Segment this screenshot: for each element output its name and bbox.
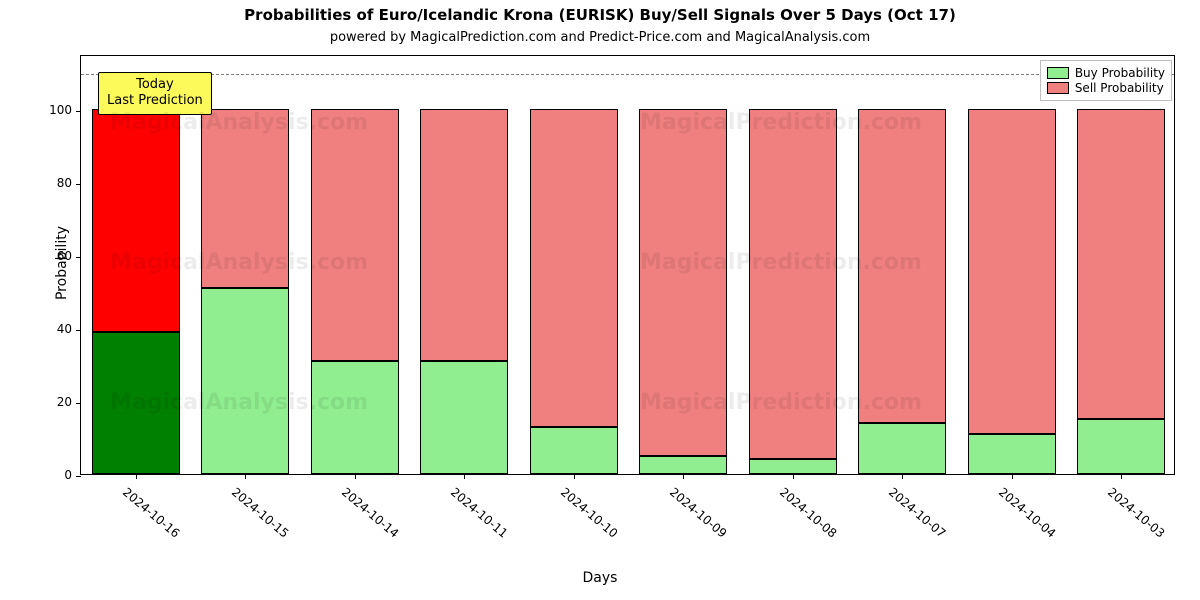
xtick-label: 2024-10-14 bbox=[339, 485, 401, 541]
bar-sell bbox=[92, 109, 180, 332]
bar-sell bbox=[639, 109, 727, 456]
chart-subtitle: powered by MagicalPrediction.com and Pre… bbox=[0, 30, 1200, 45]
bar-buy bbox=[201, 288, 289, 474]
x-axis-label: Days bbox=[0, 570, 1200, 586]
chart-container: Probabilities of Euro/Icelandic Krona (E… bbox=[0, 0, 1200, 600]
bar-buy bbox=[858, 423, 946, 474]
ytick-mark bbox=[76, 257, 81, 258]
bar-buy bbox=[968, 434, 1056, 474]
bar-buy bbox=[1077, 419, 1165, 474]
ytick-mark bbox=[76, 403, 81, 404]
xtick-mark bbox=[464, 474, 465, 479]
bar-sell bbox=[420, 109, 508, 361]
xtick-label: 2024-10-07 bbox=[886, 485, 948, 541]
bar-sell bbox=[858, 109, 946, 423]
xtick-mark bbox=[355, 474, 356, 479]
legend-item-sell: Sell Probability bbox=[1047, 81, 1165, 95]
callout-line1: Today bbox=[107, 77, 203, 93]
legend-item-buy: Buy Probability bbox=[1047, 66, 1165, 80]
xtick-mark bbox=[1012, 474, 1013, 479]
legend: Buy Probability Sell Probability bbox=[1040, 60, 1172, 101]
legend-swatch-sell bbox=[1047, 82, 1069, 94]
today-callout: Today Last Prediction bbox=[98, 72, 212, 115]
bar-buy bbox=[639, 456, 727, 474]
xtick-mark bbox=[683, 474, 684, 479]
reference-line bbox=[81, 74, 1174, 75]
ytick-mark bbox=[76, 184, 81, 185]
plot-area bbox=[80, 55, 1175, 475]
ytick-label: 60 bbox=[0, 249, 72, 263]
chart-title: Probabilities of Euro/Icelandic Krona (E… bbox=[0, 6, 1200, 24]
legend-label-buy: Buy Probability bbox=[1075, 66, 1165, 80]
bar-buy bbox=[749, 459, 837, 474]
bar-sell bbox=[1077, 109, 1165, 419]
legend-label-sell: Sell Probability bbox=[1075, 81, 1164, 95]
bar-buy bbox=[420, 361, 508, 474]
xtick-mark bbox=[1121, 474, 1122, 479]
legend-swatch-buy bbox=[1047, 67, 1069, 79]
xtick-label: 2024-10-09 bbox=[667, 485, 729, 541]
xtick-label: 2024-10-08 bbox=[777, 485, 839, 541]
xtick-mark bbox=[902, 474, 903, 479]
ytick-label: 80 bbox=[0, 176, 72, 190]
ytick-mark bbox=[76, 111, 81, 112]
ytick-label: 40 bbox=[0, 322, 72, 336]
bar-sell bbox=[201, 109, 289, 288]
xtick-label: 2024-10-16 bbox=[120, 485, 182, 541]
xtick-label: 2024-10-03 bbox=[1105, 485, 1167, 541]
ytick-label: 20 bbox=[0, 395, 72, 409]
xtick-mark bbox=[245, 474, 246, 479]
ytick-label: 100 bbox=[0, 103, 72, 117]
ytick-label: 0 bbox=[0, 468, 72, 482]
xtick-mark bbox=[574, 474, 575, 479]
ytick-mark bbox=[76, 330, 81, 331]
bar-buy bbox=[92, 332, 180, 474]
xtick-label: 2024-10-10 bbox=[558, 485, 620, 541]
xtick-label: 2024-10-11 bbox=[448, 485, 510, 541]
bar-sell bbox=[968, 109, 1056, 434]
y-axis-label: Probability bbox=[54, 203, 70, 323]
bar-buy bbox=[311, 361, 399, 474]
xtick-mark bbox=[136, 474, 137, 479]
xtick-mark bbox=[793, 474, 794, 479]
callout-line2: Last Prediction bbox=[107, 93, 203, 109]
bar-sell bbox=[749, 109, 837, 460]
ytick-mark bbox=[76, 476, 81, 477]
bar-sell bbox=[311, 109, 399, 361]
bar-sell bbox=[530, 109, 618, 427]
bar-buy bbox=[530, 427, 618, 474]
xtick-label: 2024-10-04 bbox=[996, 485, 1058, 541]
xtick-label: 2024-10-15 bbox=[229, 485, 291, 541]
